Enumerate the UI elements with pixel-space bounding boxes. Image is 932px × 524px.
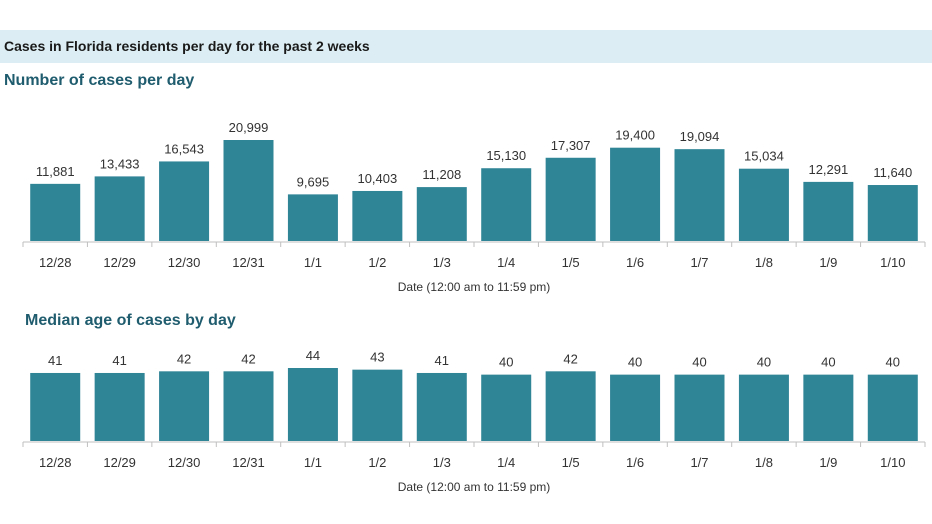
x-tick-label: 12/28 [39, 255, 72, 270]
x-tick-label: 1/4 [497, 455, 515, 470]
x-axis-title: Date (12:00 am to 11:59 pm) [398, 280, 551, 294]
value-label: 20,999 [229, 120, 269, 135]
value-label: 17,307 [551, 138, 591, 153]
value-label: 9,695 [297, 174, 330, 189]
x-tick-label: 1/5 [562, 455, 580, 470]
value-label: 42 [241, 351, 255, 366]
x-tick-label: 1/5 [562, 255, 580, 270]
bar-1-7 [674, 149, 725, 241]
x-tick-label: 1/2 [368, 455, 386, 470]
x-tick-label: 12/31 [232, 455, 265, 470]
value-label: 12,291 [808, 162, 848, 177]
x-tick-label: 1/10 [880, 255, 905, 270]
bar-12-31 [223, 140, 274, 241]
page-title: Cases in Florida residents per day for t… [4, 38, 370, 54]
bar-1-3 [416, 187, 467, 241]
value-label: 41 [48, 353, 62, 368]
x-tick-label: 1/8 [755, 455, 773, 470]
bar-1-1 [287, 194, 338, 241]
x-tick-label: 1/9 [819, 455, 837, 470]
x-tick-label: 1/10 [880, 455, 905, 470]
x-axis-title: Date (12:00 am to 11:59 pm) [398, 480, 551, 494]
value-label: 13,433 [100, 156, 140, 171]
value-label: 10,403 [357, 171, 397, 186]
x-tick-label: 12/30 [168, 455, 201, 470]
x-tick-label: 1/3 [433, 255, 451, 270]
bar-12-29 [94, 372, 145, 441]
value-label: 16,543 [164, 141, 204, 156]
bar-1-4 [481, 374, 532, 441]
value-label: 40 [499, 355, 513, 370]
value-label: 41 [112, 353, 126, 368]
bar-1-5 [545, 157, 596, 241]
value-label: 42 [563, 351, 577, 366]
x-tick-label: 12/29 [103, 255, 136, 270]
x-tick-label: 1/6 [626, 255, 644, 270]
value-label: 40 [886, 355, 900, 370]
bar-12-30 [159, 161, 210, 241]
value-label: 41 [435, 353, 449, 368]
x-tick-label: 1/4 [497, 255, 515, 270]
bar-1-2 [352, 369, 403, 441]
chart-title-median-age: Median age of cases by day [25, 312, 236, 329]
value-label: 19,400 [615, 128, 655, 143]
x-tick-label: 1/1 [304, 255, 322, 270]
x-tick-label: 1/7 [690, 255, 708, 270]
x-tick-label: 1/1 [304, 455, 322, 470]
x-tick-label: 1/8 [755, 255, 773, 270]
x-tick-label: 12/31 [232, 255, 265, 270]
bar-1-7 [674, 374, 725, 441]
x-tick-label: 1/3 [433, 455, 451, 470]
value-label: 40 [628, 355, 642, 370]
bar-1-8 [738, 168, 789, 241]
x-tick-label: 1/6 [626, 455, 644, 470]
value-label: 11,208 [422, 167, 461, 182]
value-label: 40 [692, 355, 706, 370]
value-label: 15,034 [744, 149, 784, 164]
bar-12-29 [94, 176, 145, 241]
value-label: 40 [757, 355, 771, 370]
x-tick-label: 12/29 [103, 455, 136, 470]
value-label: 43 [370, 350, 384, 365]
value-label: 42 [177, 351, 191, 366]
value-label: 11,640 [873, 165, 912, 180]
bar-1-2 [352, 190, 403, 241]
value-label: 11,881 [36, 164, 75, 179]
bar-1-5 [545, 371, 596, 441]
x-tick-label: 12/30 [168, 255, 201, 270]
bar-1-10 [867, 374, 918, 441]
chart-title-cases: Number of cases per day [4, 72, 195, 89]
x-tick-label: 1/9 [819, 255, 837, 270]
value-label: 19,094 [680, 129, 720, 144]
bar-12-30 [159, 371, 210, 441]
bar-1-1 [287, 368, 338, 441]
bar-1-4 [481, 168, 532, 241]
header-band [0, 30, 932, 63]
value-label: 44 [306, 348, 320, 363]
bar-12-28 [30, 183, 81, 241]
x-tick-label: 1/7 [690, 455, 708, 470]
bar-1-9 [803, 374, 854, 441]
bar-12-31 [223, 371, 274, 441]
value-label: 15,130 [486, 148, 526, 163]
bar-1-6 [610, 147, 661, 241]
bar-1-3 [416, 372, 467, 441]
x-tick-label: 12/28 [39, 455, 72, 470]
bar-12-28 [30, 372, 81, 441]
value-label: 40 [821, 355, 835, 370]
bar-1-9 [803, 181, 854, 241]
bar-1-6 [610, 374, 661, 441]
bar-1-10 [867, 185, 918, 241]
x-tick-label: 1/2 [368, 255, 386, 270]
bar-1-8 [738, 374, 789, 441]
